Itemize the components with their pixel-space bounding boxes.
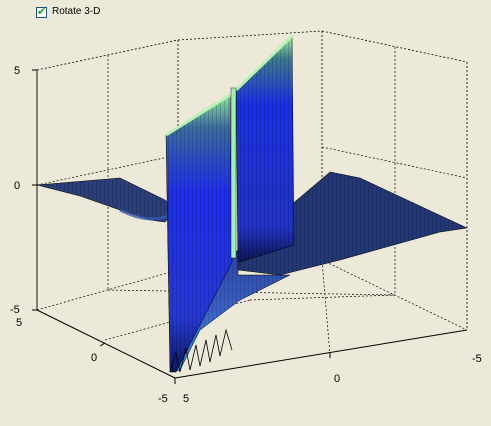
- z-tick-label-bottom: -5: [10, 304, 20, 316]
- y-tick-label-front: 5: [16, 317, 22, 329]
- x-tick-label-mid: 0: [334, 373, 340, 385]
- surface-mesh: [36, 34, 468, 373]
- y-tick-label-back: -5: [158, 393, 168, 405]
- rotate-3d-label: Rotate 3-D: [52, 6, 101, 17]
- rotate-3d-toggle[interactable]: ✔ Rotate 3-D: [36, 4, 100, 20]
- z-tick-label-mid: 0: [14, 180, 20, 192]
- rotate-3d-checkbox[interactable]: ✔: [36, 4, 47, 18]
- checkmark-icon: ✔: [37, 4, 47, 18]
- axes-box: [32, 30, 468, 384]
- plot-toolbar: ✔ Rotate 3-D: [0, 0, 491, 22]
- x-tick-label-right: -5: [472, 353, 482, 365]
- z-tick-label-top: 5: [14, 65, 20, 77]
- x-tick-label-left: 5: [183, 393, 189, 405]
- y-tick-label-mid: 0: [91, 352, 97, 364]
